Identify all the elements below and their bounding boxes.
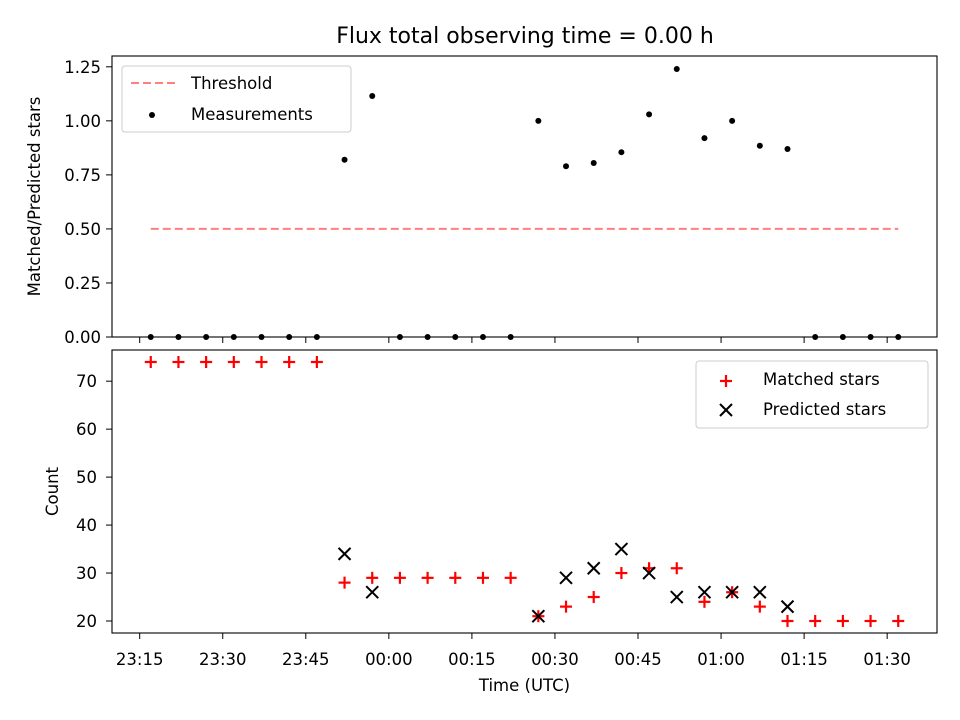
bottom-legend-box	[695, 360, 929, 429]
threshold-legend-label: Threshold	[190, 74, 272, 93]
matched-star-point	[310, 355, 323, 368]
predicted-star-point	[725, 585, 739, 599]
top-y-tick-label: 0.75	[64, 166, 101, 185]
matched-star-point	[200, 355, 213, 368]
bottom-x-ticks: 23:15 23:30 23:45 00:00 00:15 00:30 00:45 01:00…	[116, 633, 911, 669]
predicted-star-point	[642, 566, 656, 580]
matched-star-point	[366, 571, 379, 584]
matched-star-point	[283, 355, 296, 368]
matched-star-point	[449, 571, 462, 584]
measurement-point	[341, 156, 348, 163]
matched-star-point	[615, 567, 628, 580]
bottom-panel: 20 30 40 50 60 70 23:15 23:30 23:45 00:00 00:15 00…	[43, 349, 938, 695]
matched-legend-label: Matched stars	[763, 370, 880, 389]
bottom-y-tick-label: 60	[76, 420, 97, 439]
matched-star-point	[476, 571, 489, 584]
bottom-x-tick-label: 23:30	[199, 650, 247, 669]
measurement-point	[590, 159, 597, 166]
top-panel: 0.00 0.25 0.50 0.75 1.00 1.25 Matched/Predict…	[25, 55, 938, 347]
top-y-ticks: 0.00 0.25 0.50 0.75 1.00 1.25	[64, 58, 112, 347]
top-y-tick-label: 0.25	[64, 274, 101, 293]
matched-legend-swatch	[720, 375, 732, 387]
matched-star-point	[421, 571, 434, 584]
top-y-tick-label: 1.00	[64, 112, 101, 131]
predicted-star-point	[559, 571, 573, 585]
measurement-point	[646, 111, 653, 118]
matched-star-point	[670, 562, 683, 575]
bottom-y-ticks: 20 30 40 50 60 70	[76, 372, 112, 631]
predicted-star-point	[614, 542, 629, 556]
matched-star-point	[393, 571, 406, 584]
matched-star-point	[809, 615, 822, 628]
measurement-point	[673, 65, 680, 72]
bottom-x-tick-label: 01:15	[780, 650, 828, 669]
predicted-star-point	[337, 547, 352, 561]
predicted-star-point	[753, 585, 767, 599]
predicted-star-point	[670, 590, 684, 604]
matched-star-point	[836, 615, 849, 628]
matched-star-point	[227, 355, 240, 368]
measurements-legend-label: Measurements	[191, 105, 313, 124]
matched-star-point	[504, 571, 517, 584]
predicted-star-point	[531, 609, 546, 623]
top-legend-box	[121, 65, 352, 133]
predicted-star-point	[365, 585, 379, 599]
measurements-legend-swatch	[149, 112, 155, 118]
top-y-tick-label: 0.50	[64, 220, 101, 239]
matched-star-point	[255, 355, 268, 368]
bottom-x-tick-label: 00:45	[614, 650, 662, 669]
bottom-x-tick-label: 00:00	[365, 650, 413, 669]
top-legend: Threshold Measurements	[121, 65, 352, 133]
bottom-axes-frame	[111, 349, 938, 634]
bottom-x-tick-label: 01:30	[863, 650, 911, 669]
matched-star-point	[560, 600, 573, 613]
measurement-point	[729, 117, 736, 124]
matched-star-point	[864, 615, 877, 628]
measurement-point	[563, 163, 570, 170]
matched-star-point	[144, 355, 157, 368]
predicted-star-point	[780, 599, 795, 614]
measurement-point	[784, 145, 791, 152]
predicted-legend-label: Predicted stars	[763, 400, 886, 419]
measurement-point	[756, 142, 763, 149]
top-y-tick-label: 0.00	[64, 328, 101, 347]
matched-star-point	[172, 355, 185, 368]
matched-star-point	[781, 615, 794, 628]
matched-star-point	[587, 591, 600, 604]
bottom-x-tick-label: 23:45	[282, 650, 330, 669]
bottom-x-axis-label: Time (UTC)	[478, 676, 570, 695]
predicted-legend-swatch	[719, 403, 733, 417]
top-y-axis-label: Matched/Predicted stars	[25, 97, 44, 297]
matched-star-point	[892, 615, 905, 628]
bottom-x-tick-label: 23:15	[116, 650, 164, 669]
top-plot-area	[147, 65, 902, 340]
bottom-y-tick-label: 40	[76, 516, 97, 535]
chart-title: Flux total observing time = 0.00 h	[336, 24, 714, 49]
predicted-star-point	[697, 585, 712, 599]
bottom-y-tick-label: 70	[76, 372, 97, 391]
measurement-point	[535, 117, 542, 124]
bottom-x-tick-label: 00:30	[531, 650, 579, 669]
measurement-point	[618, 149, 625, 156]
matched-star-point	[338, 576, 351, 589]
bottom-x-tick-label: 00:15	[448, 650, 496, 669]
top-x-ticks	[139, 337, 888, 343]
matched-star-point	[753, 600, 766, 613]
bottom-y-tick-label: 20	[76, 612, 97, 631]
bottom-legend: Matched stars Predicted stars	[695, 360, 929, 429]
predicted-star-point	[587, 561, 601, 575]
measurement-point	[369, 92, 376, 99]
top-axes-frame	[111, 55, 938, 338]
bottom-y-tick-label: 50	[76, 468, 97, 487]
bottom-plot-area	[144, 355, 905, 628]
bottom-y-tick-label: 30	[76, 564, 97, 583]
top-y-tick-label: 1.25	[64, 58, 101, 77]
bottom-y-axis-label: Count	[43, 466, 62, 516]
matched-star-point	[698, 595, 711, 608]
bottom-x-tick-label: 01:00	[697, 650, 745, 669]
measurement-point	[701, 135, 708, 142]
